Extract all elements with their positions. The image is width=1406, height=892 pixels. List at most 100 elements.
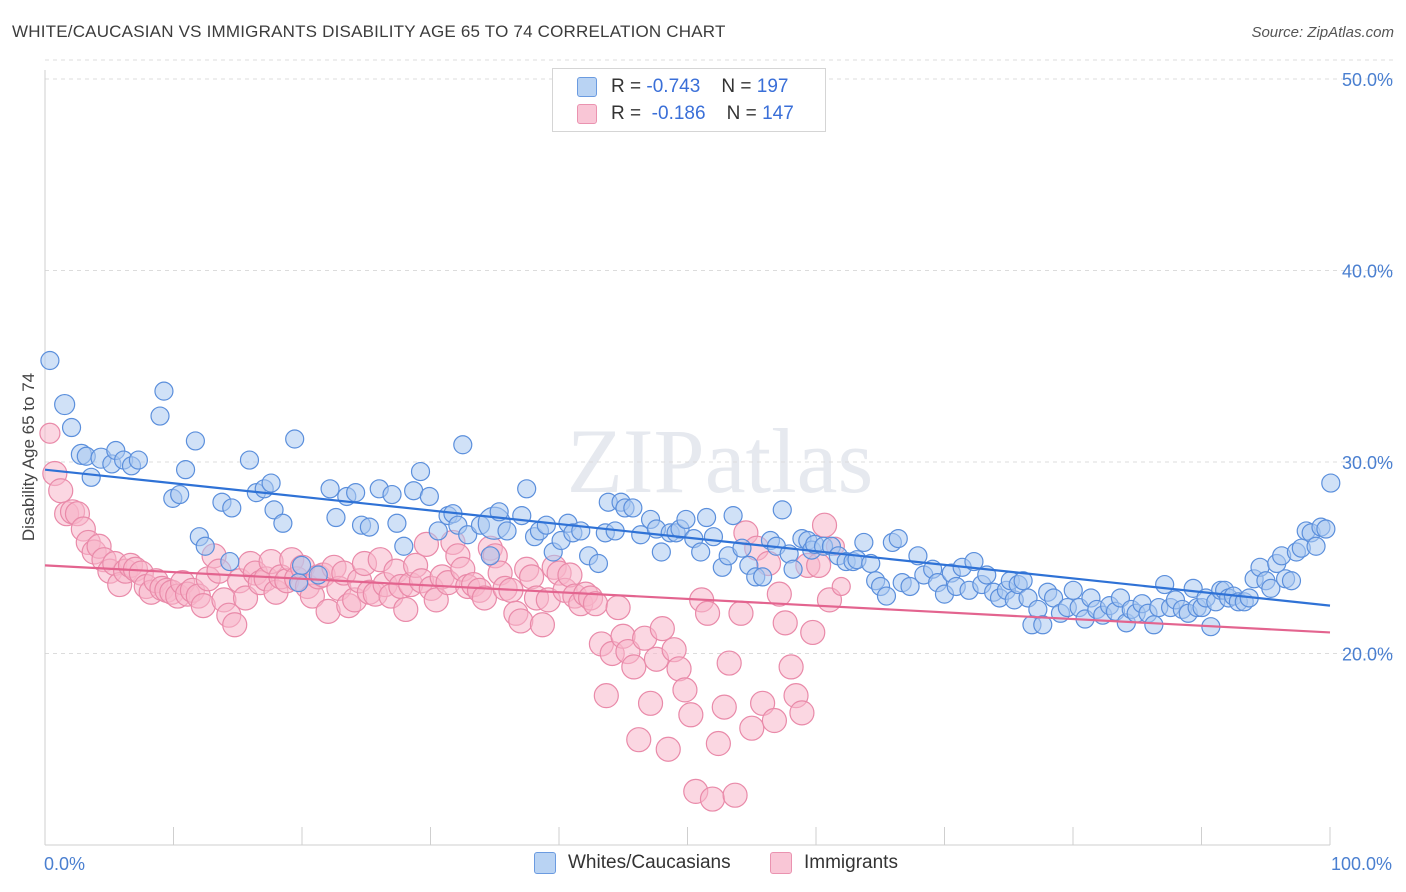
bottom-legend-immigrants: Immigrants	[770, 852, 898, 874]
y-tick-label: 30.0%	[1342, 453, 1393, 473]
point-immigrants	[672, 677, 698, 703]
point-immigrants	[471, 585, 498, 611]
point-whites	[964, 551, 984, 572]
point-immigrants	[626, 727, 652, 753]
point-whites	[289, 573, 309, 593]
correlation-legend: R = -0.743 N = 197 R = -0.186 N = 147	[552, 68, 826, 132]
point-immigrants	[637, 690, 664, 716]
point-whites	[623, 498, 643, 518]
point-whites	[512, 506, 532, 526]
point-immigrants	[222, 612, 248, 638]
point-immigrants	[772, 610, 798, 636]
point-whites	[128, 450, 148, 470]
point-whites	[1144, 615, 1164, 635]
y-tick-label: 20.0%	[1342, 645, 1393, 665]
y-axis-label: Disability Age 65 to 74	[19, 373, 38, 541]
point-whites	[185, 431, 206, 451]
point-whites	[517, 479, 537, 499]
point-immigrants	[728, 600, 754, 626]
point-immigrants	[655, 736, 681, 762]
point-whites	[772, 500, 792, 520]
legend-swatch-pink	[577, 104, 597, 124]
point-whites	[588, 553, 609, 574]
point-whites	[900, 576, 920, 597]
point-whites	[676, 509, 696, 530]
point-whites	[54, 393, 76, 416]
point-whites	[480, 546, 500, 566]
legend-n-value: 197	[756, 76, 789, 97]
point-immigrants	[48, 478, 74, 504]
point-whites	[497, 521, 517, 541]
legend-r-label: R =	[611, 103, 642, 124]
point-whites	[1033, 615, 1053, 635]
point-whites	[150, 406, 170, 426]
point-whites	[220, 551, 240, 572]
legend-r-value: -0.743	[646, 76, 701, 97]
point-whites	[888, 528, 908, 549]
point-immigrants	[393, 596, 419, 623]
point-whites	[154, 381, 174, 401]
point-whites	[696, 507, 717, 528]
point-immigrants	[761, 707, 788, 734]
point-immigrants	[711, 694, 737, 720]
point-whites	[1316, 519, 1336, 539]
point-whites	[222, 498, 242, 518]
y-tick-label: 50.0%	[1342, 70, 1393, 90]
legend-row-whites: R = -0.743 N = 197	[577, 75, 788, 99]
point-immigrants	[232, 585, 259, 611]
point-whites	[783, 559, 803, 579]
x-tick-label: 0.0%	[44, 854, 85, 874]
point-whites	[1306, 536, 1326, 556]
point-whites	[308, 565, 328, 585]
point-immigrants	[716, 650, 742, 676]
bottom-legend-label-whites: Whites/Caucasians	[568, 852, 731, 873]
point-immigrants	[649, 616, 675, 642]
legend-n-label: N =	[726, 103, 757, 124]
point-whites	[703, 527, 724, 547]
point-immigrants	[605, 594, 631, 621]
point-whites	[458, 525, 478, 545]
point-whites	[723, 506, 743, 526]
y-tick-label: 40.0%	[1342, 262, 1393, 282]
bottom-legend-swatch-pink	[770, 852, 792, 874]
point-whites	[40, 350, 60, 371]
point-whites	[419, 486, 439, 507]
point-whites	[285, 429, 305, 449]
x-tick-label: 100.0%	[1331, 854, 1392, 874]
point-immigrants	[678, 702, 704, 728]
point-immigrants	[800, 619, 826, 646]
point-whites	[175, 460, 196, 480]
point-whites	[170, 484, 190, 505]
point-immigrants	[705, 730, 731, 757]
point-immigrants	[666, 656, 692, 682]
point-whites	[1281, 571, 1302, 591]
point-immigrants	[39, 422, 61, 444]
bottom-legend-swatch-blue	[534, 852, 556, 874]
point-whites	[1183, 578, 1203, 598]
chart-title: WHITE/CAUCASIAN VS IMMIGRANTS DISABILITY…	[12, 22, 726, 41]
point-whites	[1063, 580, 1083, 600]
point-immigrants	[811, 512, 838, 538]
point-whites	[651, 542, 671, 562]
point-immigrants	[789, 700, 815, 726]
point-whites	[854, 532, 874, 553]
bottom-legend-label-immigrants: Immigrants	[804, 852, 898, 873]
point-whites	[1261, 578, 1281, 598]
point-immigrants	[831, 576, 851, 597]
point-whites	[239, 450, 260, 470]
point-whites	[261, 473, 281, 493]
point-whites	[320, 479, 340, 499]
bottom-legend-whites: Whites/Caucasians	[534, 852, 731, 874]
point-whites	[536, 515, 556, 535]
point-immigrants	[778, 654, 804, 680]
point-whites	[876, 586, 897, 606]
point-whites	[195, 536, 215, 556]
legend-swatch-blue	[577, 77, 597, 97]
legend-r-value: -0.186	[651, 103, 706, 124]
point-whites	[81, 467, 101, 487]
trendline-whites	[44, 468, 1331, 607]
point-immigrants	[593, 683, 619, 709]
source-label: Source: ZipAtlas.com	[1251, 24, 1394, 41]
point-immigrants	[621, 654, 647, 680]
point-whites	[908, 546, 928, 566]
